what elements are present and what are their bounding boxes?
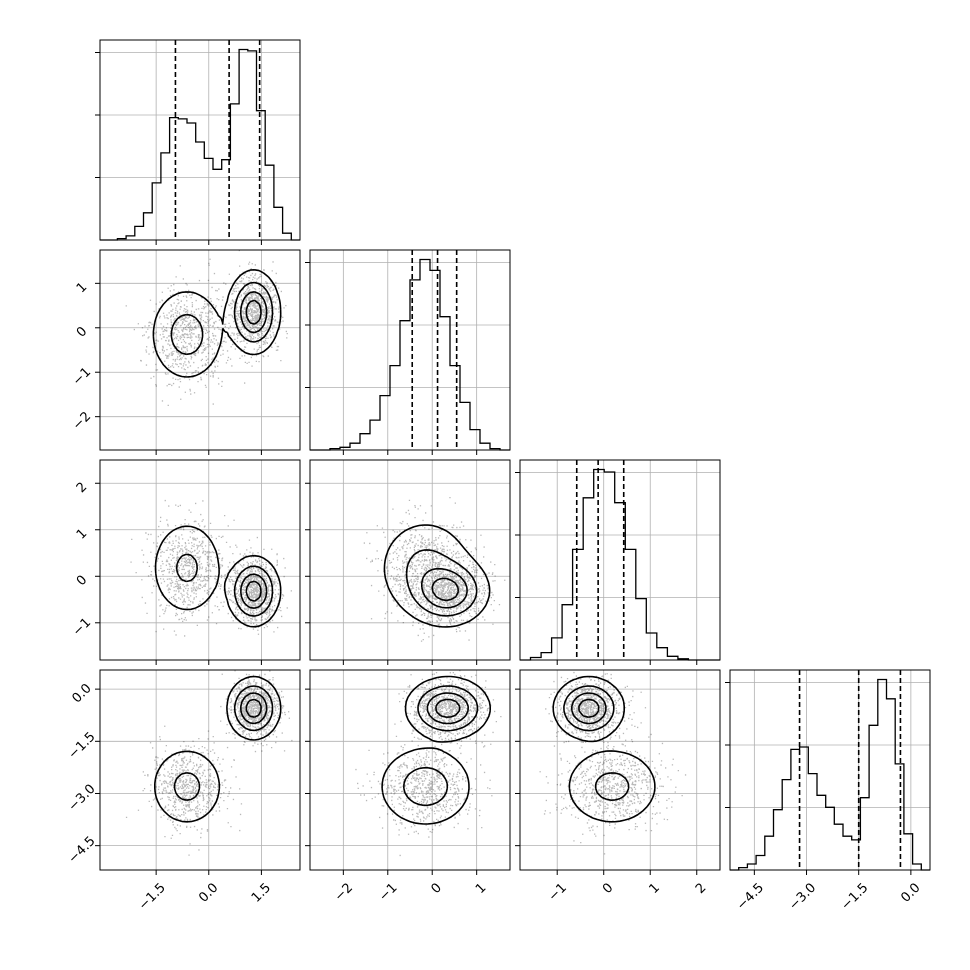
x-tick-label: 0	[428, 880, 444, 896]
density-contour	[245, 580, 262, 602]
density-contour	[571, 692, 607, 725]
density-contour	[578, 698, 600, 718]
density-contour	[240, 573, 268, 609]
scatter-panel-2-1	[305, 459, 511, 665]
panel-frame	[99, 459, 301, 661]
x-tick-label: −3.0	[786, 880, 819, 913]
y-tick-label: −2	[70, 409, 94, 433]
scatter-points	[125, 250, 288, 406]
x-tick-label: −1.5	[838, 880, 871, 913]
x-tick-label: −1.5	[136, 880, 169, 913]
panel-frame	[99, 39, 301, 241]
histogram-step	[310, 258, 510, 451]
panel-frame	[99, 669, 301, 871]
density-contour	[173, 685, 274, 801]
panel-frame	[309, 669, 511, 871]
y-tick-label: −3.0	[66, 782, 99, 815]
histogram-step	[520, 468, 720, 661]
density-contour	[240, 692, 268, 725]
density-contour	[152, 269, 282, 378]
scatter-points	[355, 670, 502, 857]
histogram-step	[100, 48, 300, 241]
y-tick-label: 1	[74, 280, 90, 296]
x-tick-label: 0.0	[898, 880, 923, 905]
hist-panel-0	[95, 39, 301, 245]
panel-frame	[99, 249, 301, 451]
x-tick-label: 1	[646, 880, 662, 896]
scatter-panel-2-0	[95, 459, 301, 665]
panel-frame	[309, 249, 511, 451]
y-tick-label: −1.5	[66, 729, 99, 762]
hist-panel-3	[725, 669, 931, 875]
density-contour	[240, 291, 268, 334]
x-tick-label: 2	[693, 880, 709, 896]
y-tick-label: 0	[74, 324, 90, 340]
panel-frame	[729, 669, 931, 871]
density-contour	[563, 685, 630, 801]
x-tick-label: 1.5	[249, 880, 274, 905]
hist-panel-1	[305, 249, 511, 455]
y-tick-label: 1	[74, 526, 90, 542]
scatter-panel-3-1	[305, 669, 511, 875]
density-contour	[170, 281, 274, 356]
x-tick-label: 0	[600, 880, 616, 896]
x-tick-label: 1	[473, 880, 489, 896]
density-contour	[383, 524, 491, 628]
scatter-points	[130, 499, 292, 637]
x-tick-label: 0.0	[196, 880, 221, 905]
hist-panel-2	[515, 459, 721, 665]
scatter-panel-1-0	[95, 249, 301, 455]
y-tick-label: −4.5	[66, 834, 99, 867]
density-contour	[405, 549, 478, 617]
x-tick-label: −1	[376, 880, 400, 904]
panel-frame	[309, 459, 511, 661]
y-tick-label: −1	[70, 615, 94, 639]
density-contour	[431, 577, 460, 602]
scatter-panel-3-2	[515, 669, 721, 875]
x-tick-label: −4.5	[734, 880, 767, 913]
x-tick-label: −2	[332, 880, 356, 904]
histogram-step	[730, 678, 930, 871]
y-tick-label: 2	[74, 480, 90, 496]
panel-frame	[519, 669, 721, 871]
density-contour	[175, 553, 274, 617]
density-contour	[245, 698, 262, 718]
y-tick-label: −1	[70, 365, 94, 389]
density-contour	[154, 525, 282, 628]
density-contour	[403, 685, 479, 807]
x-tick-label: −1	[546, 880, 570, 904]
density-contour	[381, 675, 491, 825]
y-tick-label: 0	[74, 573, 90, 589]
density-contour	[552, 675, 656, 823]
scatter-points	[125, 670, 293, 856]
density-contour	[435, 698, 461, 718]
density-contour	[245, 299, 262, 325]
density-contour	[154, 675, 282, 823]
panel-frame	[519, 459, 721, 661]
scatter-panel-3-0	[95, 669, 301, 875]
density-contour	[426, 692, 469, 725]
density-contour	[421, 567, 468, 609]
y-tick-label: 0.0	[69, 681, 94, 706]
